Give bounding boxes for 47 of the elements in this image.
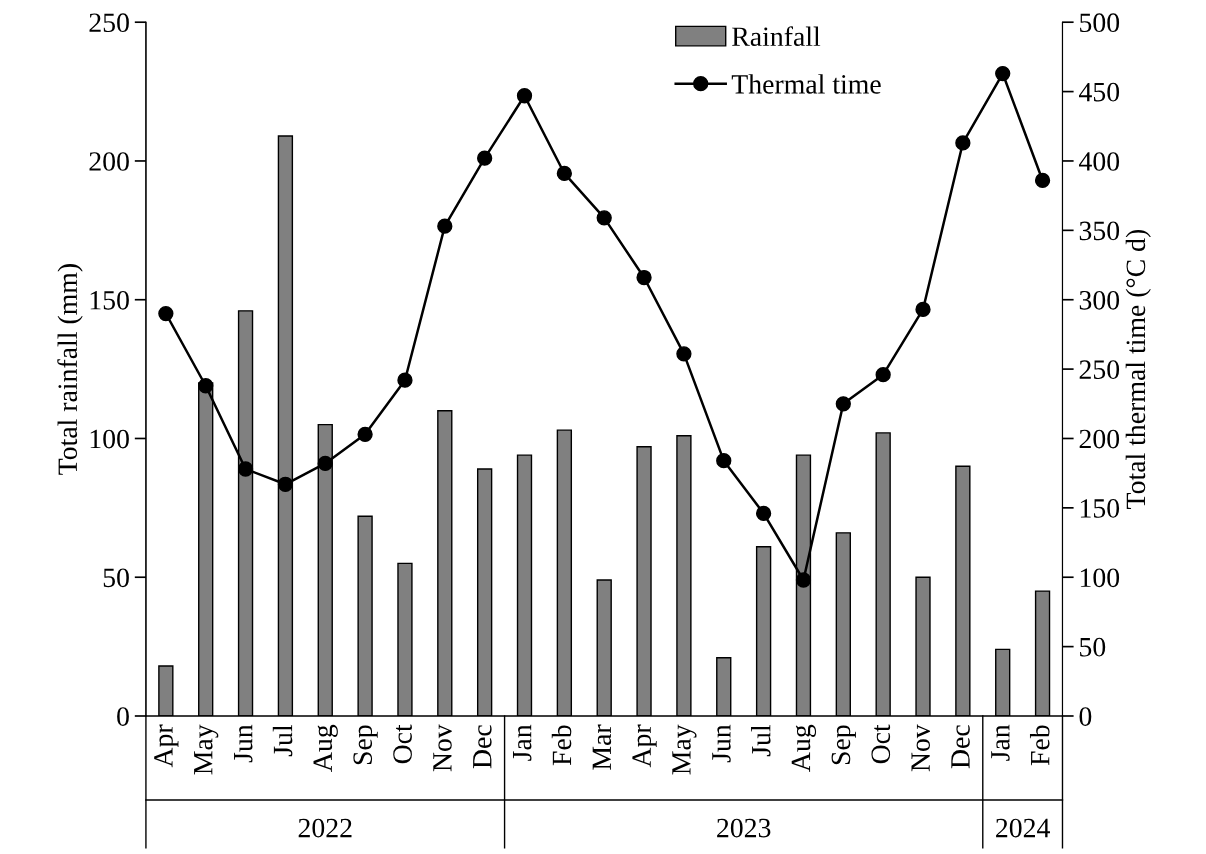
x-tick-label: Oct bbox=[393, 724, 412, 764]
x-tick-label: Jul bbox=[751, 724, 771, 757]
x-tick-label: Aug bbox=[791, 724, 817, 772]
y2-tick-label: 100 bbox=[1080, 568, 1120, 588]
x-tick-label: Aug bbox=[313, 724, 338, 772]
y-tick-label: 100 bbox=[90, 429, 129, 449]
y2-tick-label: 400 bbox=[1079, 152, 1120, 171]
y-tick-label: 150 bbox=[90, 290, 129, 310]
y-axis-title: Total rainfall (mm) bbox=[57, 264, 83, 475]
x-tick-label: Jun bbox=[234, 724, 253, 763]
x-tick-label: Jul bbox=[272, 724, 293, 757]
x-tick-label: Dec bbox=[951, 725, 970, 769]
y2-tick-label: 200 bbox=[1079, 429, 1120, 449]
y2-tick-label: 50 bbox=[1080, 637, 1106, 657]
text: 2022 bbox=[298, 818, 352, 838]
y2-tick-label: 300 bbox=[1079, 290, 1120, 310]
y2-tick-label: 250 bbox=[1079, 360, 1120, 380]
x-tick-label: Sep bbox=[831, 725, 856, 765]
x-tick-label: Nov bbox=[433, 724, 452, 772]
y2-tick-label: 150 bbox=[1080, 499, 1120, 518]
x-tick-label: Oct bbox=[871, 724, 891, 764]
text: 2023 bbox=[717, 818, 771, 838]
y2-tick-label: 350 bbox=[1079, 221, 1120, 241]
x-tick-label: Sep bbox=[353, 725, 378, 765]
x-tick-label: Mar bbox=[592, 724, 612, 770]
legend-label: Rainfall bbox=[732, 26, 821, 47]
x-tick-label: Apr bbox=[632, 724, 657, 768]
x-tick-label: May bbox=[194, 724, 219, 775]
x-tick-label: Jan bbox=[991, 724, 1010, 761]
x-tick-label: Apr bbox=[154, 724, 179, 768]
y2-axis-title: Total thermal time (°C d) bbox=[1125, 229, 1151, 509]
x-tick-label: Feb bbox=[551, 725, 572, 766]
y2-tick-label: 0 bbox=[1079, 707, 1092, 726]
x-tick-label: Feb bbox=[1029, 725, 1050, 766]
x-tick-label: Dec bbox=[473, 725, 492, 769]
y-tick-label: 250 bbox=[89, 13, 129, 33]
y-tick-label: 0 bbox=[117, 707, 129, 726]
x-tick-label: Jan bbox=[512, 724, 532, 761]
x-tick-label: Jun bbox=[712, 724, 731, 763]
legend-label: Thermal time bbox=[731, 74, 881, 94]
x-tick-label: Nov bbox=[911, 724, 930, 772]
y2-tick-label: 450 bbox=[1079, 82, 1120, 102]
y-tick-label: 50 bbox=[103, 568, 129, 588]
x-tick-label: May bbox=[672, 724, 697, 775]
y2-tick-label: 500 bbox=[1080, 13, 1120, 33]
y-tick-label: 200 bbox=[89, 152, 129, 171]
text: 2024 bbox=[996, 818, 1050, 838]
